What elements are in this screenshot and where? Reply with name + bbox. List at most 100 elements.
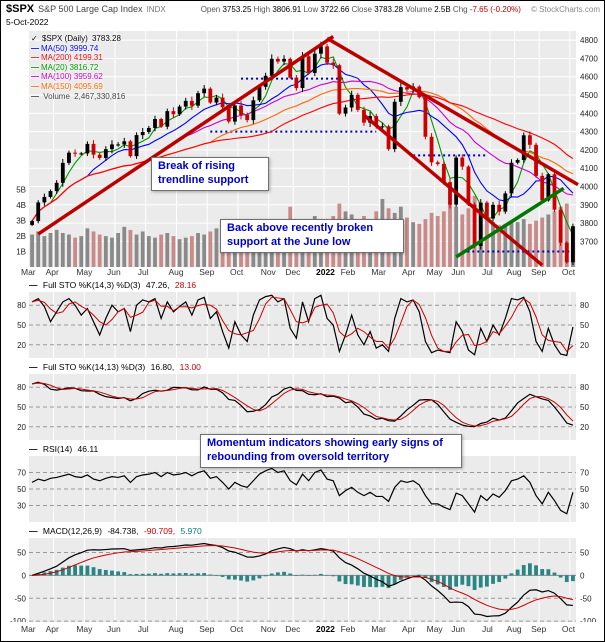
annotation-momentum-rebound: Momentum indicators showing early signs … bbox=[200, 434, 462, 468]
axis-label: 50 bbox=[17, 485, 26, 494]
rsi-value: 46.11 bbox=[77, 444, 99, 454]
main-chart-legend: ✓ $SPX (Daily) 3783.28 — MA(50) 3999.74— M… bbox=[31, 34, 127, 101]
axis-label: -100 bbox=[580, 617, 597, 622]
rsi-label: — RSI(14) 46.11 bbox=[29, 444, 101, 454]
ma-label-value: MA(50) 3999.74 bbox=[41, 43, 99, 53]
sto-slow-name: Full STO %K(14,13) %D(3) bbox=[42, 362, 146, 372]
month-tick-label: Nov bbox=[260, 624, 276, 634]
ma-line-icon: — bbox=[31, 53, 39, 63]
quote-line: Open 3753.25 High 3806.91 Low 3722.66 Cl… bbox=[170, 5, 521, 14]
month-tick-label: Nov bbox=[260, 267, 276, 277]
symbol: $SPX bbox=[6, 3, 35, 15]
legend-ma-rows: — MA(50) 3999.74— MA(200) 4199.31— MA(20) 3… bbox=[31, 44, 127, 92]
volume-label: Volume bbox=[43, 91, 70, 101]
month-tick-label: May bbox=[76, 624, 93, 634]
month-tick-label: Feb bbox=[340, 624, 356, 634]
volume-line-icon: — bbox=[31, 91, 39, 101]
indicator-line-icon: — bbox=[29, 280, 38, 290]
series-label: $SPX (Daily) bbox=[41, 34, 88, 43]
axis-label: 50 bbox=[17, 403, 26, 412]
month-tick-label: Oct bbox=[229, 624, 244, 634]
month-tick-label: Mar bbox=[21, 624, 36, 634]
legend-ma-row: — MA(20) 3816.72 bbox=[31, 63, 127, 73]
axis-label: 4300 bbox=[580, 128, 598, 137]
quote-value: 3806.91 bbox=[272, 5, 304, 14]
axis-label: 4700 bbox=[580, 54, 598, 63]
axis-label: -100 bbox=[10, 617, 27, 622]
x-axis-months-bottom: Mar Apr May Jun Jul Aug Sep Oct Nov Dec 2022 Feb Mar… bbox=[1, 624, 604, 635]
macd-hist-value: 5.970 bbox=[180, 526, 202, 536]
axis-label: 4800 bbox=[580, 36, 598, 45]
month-tick-label: Aug bbox=[168, 267, 184, 277]
month-tick-label: Mar bbox=[371, 267, 386, 277]
month-tick-label: Aug bbox=[168, 624, 184, 634]
axis-label: 20 bbox=[580, 341, 589, 350]
ma-label-value: MA(200) 4199.31 bbox=[41, 53, 103, 63]
axis-label: 30 bbox=[580, 502, 589, 511]
axis-label: 4500 bbox=[580, 91, 598, 100]
legend-main-series: ✓ $SPX (Daily) 3783.28 bbox=[31, 34, 127, 44]
price-chart: 4800 4700 4600 4500 4400 4300 4200 4100 4000 3900… bbox=[16, 31, 598, 267]
quote-label: Open bbox=[200, 5, 223, 14]
axis-label: 4600 bbox=[580, 73, 598, 82]
ma-label-value: MA(20) 3816.72 bbox=[41, 62, 99, 72]
annotation-trendline-break: Break of rising trendline support bbox=[151, 157, 269, 191]
axis-label: 2B bbox=[16, 232, 26, 241]
quote-label: High bbox=[253, 5, 273, 14]
axis-label: 50 bbox=[580, 321, 589, 330]
month-tick-label: Mar bbox=[371, 624, 386, 634]
indicator-line-icon: — bbox=[29, 526, 38, 536]
month-tick-label: Feb bbox=[340, 267, 356, 277]
month-tick-label: Sep bbox=[199, 624, 215, 634]
month-tick-label: Oct bbox=[229, 267, 244, 277]
quote-label: Chg bbox=[452, 5, 470, 14]
series-value: 3783.28 bbox=[91, 34, 121, 43]
ma-line-icon: — bbox=[31, 62, 39, 72]
month-tick-label: Sep bbox=[531, 624, 547, 634]
axis-label: 5B bbox=[16, 186, 26, 195]
x-axis-months-main: Mar Apr May Jun Jul Aug Sep Oct Nov Dec 2022 Feb Mar… bbox=[1, 267, 604, 278]
month-tick-label: May bbox=[426, 624, 443, 634]
sto-slow-d-value: 13.00 bbox=[179, 362, 201, 372]
axis-label: 50 bbox=[580, 485, 589, 494]
month-tick-label: Sep bbox=[531, 267, 547, 277]
ma-label-value: MA(100) 3959.62 bbox=[41, 72, 103, 82]
rsi-name: RSI(14) bbox=[42, 444, 73, 454]
axis-label: 80 bbox=[580, 383, 589, 392]
indicator-line-icon: — bbox=[29, 444, 38, 454]
quote-label: Volume bbox=[405, 5, 435, 14]
axis-label: 0 bbox=[22, 571, 27, 580]
annotation-june-low-support: Back above recently broken support at th… bbox=[220, 219, 404, 253]
axis-label: -50 bbox=[14, 594, 26, 603]
copyright: © StockCharts.com bbox=[530, 5, 600, 14]
month-tick-label: Sep bbox=[199, 267, 215, 277]
sto-fast-chart: 80 80 50 50 20 20 bbox=[17, 292, 589, 358]
legend-ma-row: — MA(150) 4095.69 bbox=[31, 82, 127, 92]
month-tick-label: Jun bbox=[451, 624, 465, 634]
axis-label: 4400 bbox=[580, 109, 598, 118]
axis-label: 80 bbox=[17, 383, 26, 392]
series-check-icon: ✓ bbox=[31, 34, 38, 43]
macd-label: — MACD(12,26,9) -84.738, -90.709, 5.970 bbox=[29, 526, 205, 536]
ma-line-icon: — bbox=[31, 72, 39, 82]
axis-label: 50 bbox=[17, 321, 26, 330]
sto-slow-k-value: 16.80, bbox=[150, 362, 175, 372]
axis-label: 30 bbox=[17, 502, 26, 511]
legend-ma-row: — MA(200) 4199.31 bbox=[31, 53, 127, 63]
month-tick-label: Apr bbox=[45, 267, 59, 277]
axis-label: 3800 bbox=[580, 219, 598, 228]
month-tick-label: Jun bbox=[451, 267, 465, 277]
month-tick-label: Aug bbox=[506, 624, 522, 634]
month-tick-label: Aug bbox=[506, 267, 522, 277]
quote-value: 2.5B bbox=[434, 5, 453, 14]
axis-label: 20 bbox=[17, 341, 26, 350]
month-tick-label: Dec bbox=[285, 267, 301, 277]
sto-fast-label: — Full STO %K(14,3) %D(3) 47.26, 28.16 bbox=[29, 280, 199, 290]
axis-label: 3900 bbox=[580, 201, 598, 210]
month-tick-label: Dec bbox=[285, 624, 301, 634]
legend-volume-row: — Volume 2,467,330,816 bbox=[31, 92, 127, 102]
ma-label-value: MA(150) 4095.69 bbox=[41, 81, 103, 91]
sto-slow-label: — Full STO %K(14,13) %D(3) 16.80, 13.00 bbox=[29, 362, 204, 372]
index-name: S&P 500 Large Cap Index bbox=[38, 4, 143, 14]
